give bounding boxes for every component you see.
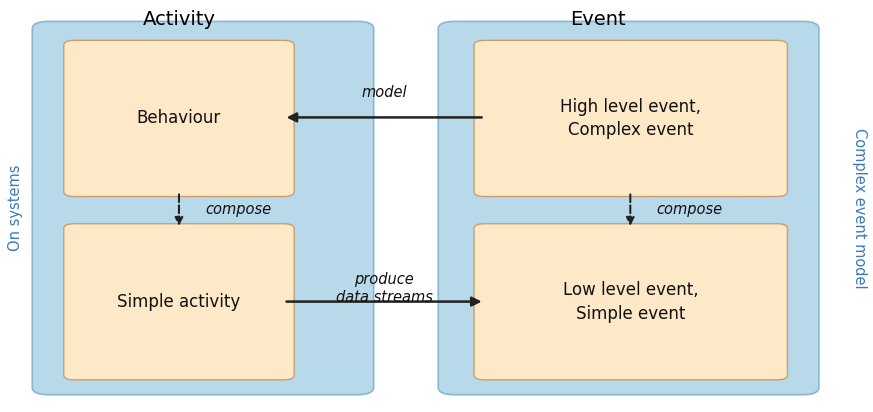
FancyBboxPatch shape [474, 224, 787, 380]
FancyBboxPatch shape [64, 40, 294, 197]
Text: Activity: Activity [142, 10, 216, 29]
Text: Event: Event [570, 10, 626, 29]
FancyBboxPatch shape [64, 224, 294, 380]
Text: compose: compose [205, 202, 272, 217]
Text: Behaviour: Behaviour [137, 110, 221, 127]
Text: Simple activity: Simple activity [117, 293, 241, 311]
Text: model: model [361, 85, 407, 100]
FancyBboxPatch shape [438, 21, 819, 395]
FancyBboxPatch shape [32, 21, 374, 395]
Text: produce
data streams: produce data streams [336, 272, 432, 305]
Text: Complex event model: Complex event model [852, 128, 868, 288]
Text: compose: compose [656, 202, 723, 217]
Text: High level event,
Complex event: High level event, Complex event [560, 98, 701, 139]
Text: Low level event,
Simple event: Low level event, Simple event [563, 281, 698, 323]
Text: On systems: On systems [8, 165, 24, 251]
FancyBboxPatch shape [474, 40, 787, 197]
